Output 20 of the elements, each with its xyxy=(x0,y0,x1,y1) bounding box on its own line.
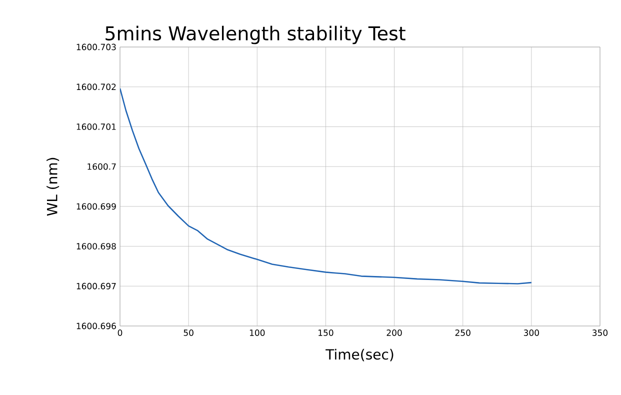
y-tick-label: 1600.7 xyxy=(88,163,116,170)
x-tick-label: 0 xyxy=(118,330,122,336)
y-tick-label: 1600.698 xyxy=(76,243,116,250)
x-axis-title: Time(sec) xyxy=(326,348,394,362)
x-tick-label: 300 xyxy=(524,330,539,336)
chart-title: 5mins Wavelength stability Test xyxy=(106,26,406,44)
x-tick-label: 100 xyxy=(250,330,265,336)
x-tick-label: 150 xyxy=(318,330,334,336)
x-tick-label: 200 xyxy=(386,330,402,336)
y-tick-label: 1600.696 xyxy=(76,322,116,330)
y-tick-label: 1600.699 xyxy=(76,203,116,210)
y-tick-label: 1600.703 xyxy=(76,44,116,50)
y-tick-label: 1600.697 xyxy=(76,282,116,290)
line-series xyxy=(120,88,532,284)
x-tick-label: 250 xyxy=(455,330,470,336)
x-tick-label: 350 xyxy=(592,330,608,336)
y-tick-label: 1600.701 xyxy=(76,124,116,130)
y-axis-title: WL (nm) xyxy=(46,158,60,216)
x-tick-label: 50 xyxy=(184,330,194,336)
y-tick-label: 1600.702 xyxy=(76,84,116,90)
